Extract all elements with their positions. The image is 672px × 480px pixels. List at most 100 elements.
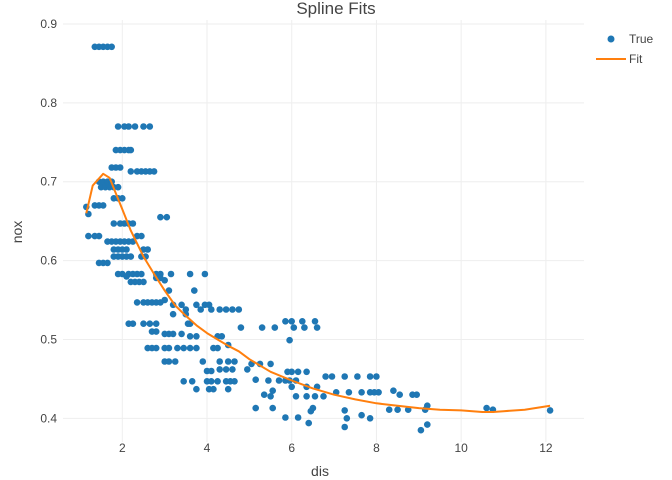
data-point <box>165 358 173 365</box>
data-point <box>231 378 238 385</box>
data-point <box>303 368 310 376</box>
data-point <box>165 287 173 294</box>
data-point <box>320 393 327 400</box>
data-point <box>193 301 200 309</box>
data-point <box>152 320 160 328</box>
data-point <box>216 306 223 313</box>
data-point <box>193 385 200 393</box>
data-point <box>358 389 365 396</box>
data-point <box>358 411 365 419</box>
data-point <box>224 358 232 365</box>
data-point <box>313 324 321 331</box>
data-point <box>127 253 135 260</box>
data-point <box>180 344 187 352</box>
data-point <box>163 213 171 221</box>
axis-ticks: 2 4 6 8 10 12 0.4 0.5 0.6 0.7 0.8 0.9 <box>40 17 553 455</box>
data-point <box>210 385 217 393</box>
data-point <box>140 123 147 130</box>
data-point <box>108 43 115 51</box>
data-point <box>138 270 145 278</box>
data-point <box>216 366 223 373</box>
data-point <box>138 232 145 240</box>
data-point <box>231 358 238 365</box>
data-point <box>282 414 289 421</box>
data-point <box>252 404 259 412</box>
data-point <box>546 407 554 414</box>
data-point <box>301 324 308 331</box>
data-point <box>116 164 124 171</box>
data-point <box>311 318 319 325</box>
x-tick-label: 10 <box>454 441 468 455</box>
data-point <box>229 306 236 313</box>
legend-marker-true <box>607 35 615 43</box>
data-point <box>294 414 302 421</box>
data-point <box>186 333 194 340</box>
data-point <box>265 377 272 384</box>
data-point <box>167 270 175 278</box>
data-point <box>258 324 266 331</box>
data-point <box>269 387 277 395</box>
data-point <box>288 383 296 391</box>
data-point <box>216 358 223 365</box>
data-point <box>214 344 221 352</box>
data-point <box>303 393 310 400</box>
data-point <box>123 273 130 280</box>
y-tick-label: 0.5 <box>40 332 57 346</box>
data-point <box>201 270 209 278</box>
legend-label-true: True <box>629 32 654 46</box>
data-point <box>174 344 181 352</box>
data-point <box>424 421 431 428</box>
data-point <box>140 320 147 328</box>
x-tick-label: 4 <box>204 441 211 455</box>
data-point <box>191 287 198 294</box>
data-point <box>188 378 196 385</box>
data-point <box>267 393 274 400</box>
data-point <box>152 328 160 335</box>
legend-item-fit[interactable]: Fit <box>596 52 643 66</box>
legend-item-true[interactable]: True <box>607 32 654 46</box>
data-point <box>104 259 111 267</box>
data-point <box>237 324 245 331</box>
data-point <box>341 423 349 431</box>
data-point <box>123 246 130 253</box>
data-point <box>178 330 185 338</box>
data-point <box>322 373 329 380</box>
data-point <box>288 318 296 325</box>
data-point <box>290 324 298 331</box>
series-true-points <box>83 43 554 434</box>
chart-title: Spline Fits <box>296 0 375 18</box>
data-point <box>186 344 194 352</box>
data-point <box>222 366 230 373</box>
data-point <box>208 367 215 375</box>
data-point <box>328 373 336 380</box>
data-point <box>180 378 187 385</box>
data-point <box>224 385 232 393</box>
data-point <box>182 310 190 318</box>
data-point <box>199 358 207 365</box>
data-point <box>229 366 236 373</box>
data-point <box>366 415 374 422</box>
data-point <box>144 246 151 253</box>
data-point <box>152 344 160 352</box>
data-point <box>110 220 118 227</box>
data-point <box>197 306 204 313</box>
data-point <box>133 299 141 306</box>
data-point <box>157 213 164 221</box>
data-point <box>373 373 380 380</box>
data-point <box>305 419 313 427</box>
data-point <box>375 389 382 396</box>
data-point <box>413 391 421 399</box>
series-fit-line <box>85 172 551 413</box>
data-point <box>341 373 349 380</box>
x-tick-label: 8 <box>373 441 380 455</box>
data-point <box>483 404 490 412</box>
legend[interactable]: True Fit <box>596 32 654 66</box>
data-point <box>169 330 177 338</box>
data-point <box>222 306 230 313</box>
x-tick-label: 12 <box>539 441 553 455</box>
legend-label-fit: Fit <box>629 52 643 66</box>
data-point <box>171 358 179 365</box>
data-point <box>292 393 300 400</box>
data-point <box>214 378 221 385</box>
